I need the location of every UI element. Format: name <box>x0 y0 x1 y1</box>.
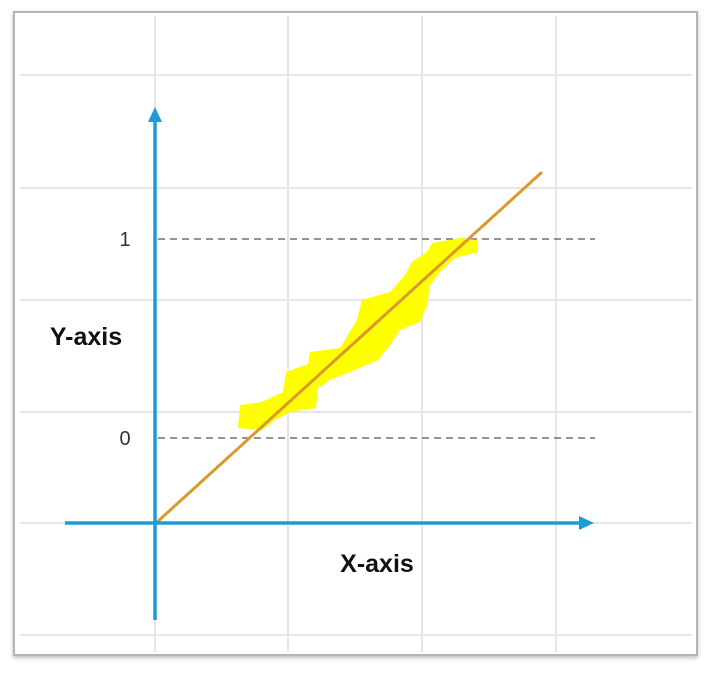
y-axis-arrow-icon <box>148 107 162 122</box>
level-label-1: 1 <box>119 229 130 251</box>
x-axis <box>65 516 594 530</box>
diagonal-line <box>154 171 543 525</box>
y-axis-title: Y-axis <box>50 323 122 351</box>
x-axis-title: X-axis <box>340 550 414 578</box>
x-axis-arrow-icon <box>579 516 594 530</box>
level-label-0: 0 <box>119 428 130 450</box>
y-axis <box>148 107 162 620</box>
